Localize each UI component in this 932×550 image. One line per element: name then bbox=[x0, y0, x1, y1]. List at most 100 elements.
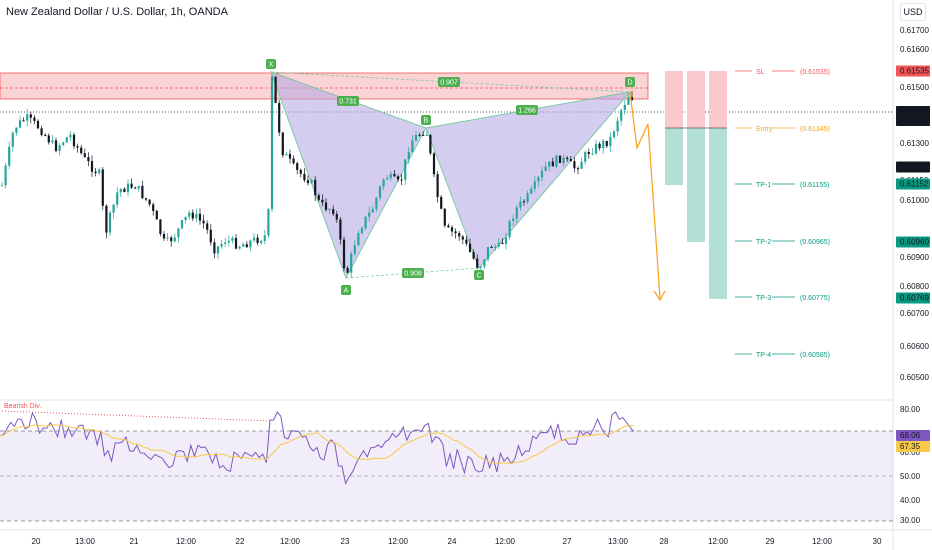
candle-body bbox=[515, 207, 518, 219]
price-tick-label: 0.61300 bbox=[900, 139, 929, 148]
pattern-point-badge bbox=[266, 59, 276, 69]
candle-body bbox=[627, 97, 630, 105]
candle-body bbox=[80, 147, 83, 154]
time-tick-label: 28 bbox=[660, 537, 669, 546]
candle-body bbox=[83, 153, 86, 158]
candle-body bbox=[533, 181, 536, 189]
candle-body bbox=[450, 227, 454, 232]
candle-body bbox=[540, 170, 544, 178]
candle-body bbox=[231, 237, 234, 241]
price-tick-label: 0.60900 bbox=[900, 253, 929, 262]
candle-body bbox=[504, 237, 508, 244]
candle-body bbox=[609, 137, 612, 147]
pattern-point-label: A bbox=[344, 288, 349, 295]
candle-body bbox=[404, 159, 407, 180]
candle-body bbox=[285, 154, 288, 156]
level-label: TP-2 bbox=[756, 239, 771, 246]
candle-body bbox=[551, 161, 554, 167]
level-value: (0.61345) bbox=[800, 126, 830, 133]
candle-body bbox=[429, 134, 432, 154]
ratio-badge bbox=[516, 105, 538, 115]
candle-body bbox=[234, 237, 238, 249]
time-tick-label: 12:00 bbox=[708, 537, 729, 546]
candle-body bbox=[72, 134, 76, 147]
candle-body bbox=[512, 218, 515, 221]
bcd-triangle bbox=[425, 91, 632, 269]
candle-body bbox=[317, 195, 320, 200]
candle-body bbox=[105, 205, 108, 233]
candle-body bbox=[62, 142, 65, 146]
price-badge-text: 0.61399 bbox=[900, 107, 929, 116]
projection-path bbox=[629, 91, 661, 299]
candle-body bbox=[306, 180, 310, 184]
candle-body bbox=[587, 152, 590, 155]
candle-body bbox=[195, 213, 198, 219]
time-tick-label: 30 bbox=[873, 537, 882, 546]
candle-body bbox=[425, 134, 428, 136]
candle-body bbox=[36, 120, 40, 129]
price-badge bbox=[896, 65, 930, 77]
time-tick-label: 21 bbox=[130, 537, 139, 546]
rsi-badge bbox=[896, 430, 930, 441]
pattern-point-badge bbox=[341, 285, 351, 295]
level-label: TP-4 bbox=[756, 352, 771, 359]
price-tick-label: 0.61600 bbox=[900, 45, 929, 54]
candle-body bbox=[166, 237, 169, 239]
candle-body bbox=[15, 127, 18, 133]
pattern-point-label: D bbox=[627, 80, 632, 87]
rsi-tick-label: 80.00 bbox=[900, 405, 921, 414]
candle-body bbox=[357, 233, 360, 246]
candle-body bbox=[18, 120, 22, 128]
candle-body bbox=[11, 132, 14, 147]
candle-body bbox=[292, 158, 295, 164]
candle-body bbox=[321, 199, 324, 203]
candle-body bbox=[69, 134, 72, 138]
candle-body bbox=[220, 243, 223, 247]
rsi-line bbox=[0, 411, 634, 485]
candle-body bbox=[368, 212, 371, 217]
time-tick-label: 12:00 bbox=[812, 537, 833, 546]
pattern-point-badge bbox=[474, 270, 484, 280]
candle-body bbox=[112, 204, 115, 213]
ratio-badge bbox=[402, 268, 424, 278]
currency-button[interactable]: USD bbox=[900, 3, 926, 21]
ratio-label: 0.907 bbox=[440, 80, 458, 87]
rsi-tick-label: 30.00 bbox=[900, 516, 921, 525]
candle-body bbox=[407, 152, 410, 160]
candle-body bbox=[594, 143, 598, 154]
candle-body bbox=[4, 165, 7, 186]
rsi-tick-label: 60.00 bbox=[900, 448, 921, 457]
candle-body bbox=[134, 187, 137, 189]
price-tick-label: 0.60700 bbox=[900, 309, 929, 318]
rsi-moving-average bbox=[0, 424, 634, 465]
time-tick-label: 23 bbox=[341, 537, 350, 546]
candle-body bbox=[191, 212, 194, 219]
candle-body bbox=[350, 253, 353, 273]
candle-body bbox=[296, 163, 299, 170]
candle-body bbox=[580, 161, 583, 169]
price-badge-text: 0.60769 bbox=[900, 294, 929, 303]
candle-body bbox=[288, 154, 292, 159]
candle-body bbox=[612, 131, 616, 138]
divergence-line bbox=[1, 410, 272, 422]
candle-body bbox=[98, 169, 101, 174]
candle-body bbox=[371, 208, 374, 213]
time-tick-label: 24 bbox=[448, 537, 457, 546]
candle-body bbox=[584, 152, 587, 162]
candle-body bbox=[224, 242, 227, 244]
candle-body bbox=[260, 240, 263, 244]
candle-body bbox=[468, 243, 472, 252]
candle-body bbox=[526, 193, 529, 202]
candle-body bbox=[227, 240, 230, 243]
candle-body bbox=[328, 209, 331, 211]
price-tick-label: 0.60600 bbox=[900, 342, 929, 351]
candle-body bbox=[332, 209, 335, 215]
candle-body bbox=[47, 135, 50, 143]
rsi-tick-label: 50.00 bbox=[900, 472, 921, 481]
level-label: TP-1 bbox=[756, 182, 771, 189]
ratio-label: 0.908 bbox=[404, 271, 422, 278]
time-tick-label: 12:00 bbox=[495, 537, 516, 546]
candle-body bbox=[126, 183, 130, 193]
rsi-tick-label: 40.00 bbox=[900, 496, 921, 505]
